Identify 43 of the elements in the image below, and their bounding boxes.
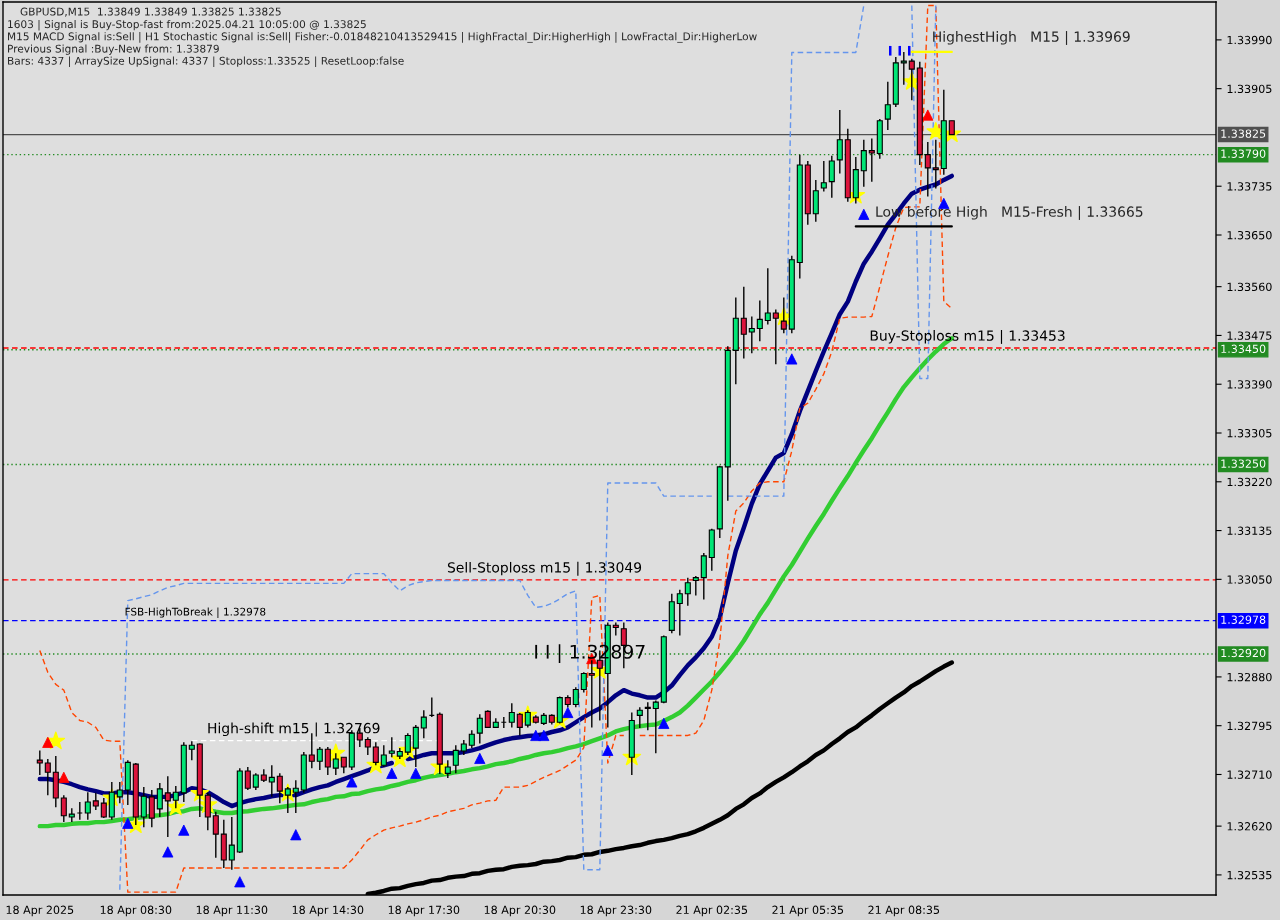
x-tick-label: 18 Apr 08:30	[100, 905, 172, 917]
ref-line-label: 1.33790	[1221, 149, 1266, 158]
y-tick-label: 1.33650	[1227, 230, 1272, 240]
annotation: High-shift m15 | 1.32769	[208, 722, 380, 737]
x-tick-label: 18 Apr 14:30	[292, 905, 364, 917]
x-tick-label: 18 Apr 2025	[6, 905, 74, 917]
y-tick-label: 1.32710	[1227, 770, 1272, 779]
y-tick-label: 1.32620	[1227, 822, 1272, 831]
annotation: Buy-Stoploss m15 | 1.33453	[870, 330, 1065, 344]
x-tick-label: 18 Apr 17:30	[388, 905, 460, 917]
y-tick-label: 1.33050	[1227, 575, 1272, 584]
x-tick-label: 18 Apr 23:30	[580, 905, 652, 917]
annotation: Sell-Stoploss m15 | 1.33049	[447, 561, 642, 576]
ref-line-label: 1.33450	[1221, 344, 1266, 354]
annotation: Previous Signal :Buy-New from: 1.33879	[8, 44, 219, 55]
y-tick-label: 1.33905	[1227, 84, 1272, 94]
annotation: 1603 | Signal is Buy-Stop-fast from:2025.04.21 10:05:00 @ 1.33825	[8, 19, 366, 31]
annotation: Bars: 4337 | ArraySize UpSignal: 4337 | Stoploss:1.33525 | ResetLoop:false	[8, 56, 404, 68]
annotation: I I I	[889, 45, 911, 56]
x-tick-label: 21 Apr 02:35	[676, 905, 748, 917]
annotation: HighestHigh M15 | 1.33969	[933, 31, 1130, 45]
y-tick-label: 1.32880	[1227, 672, 1272, 682]
x-tick-label: 18 Apr 20:30	[484, 905, 556, 917]
y-tick-label: 1.32795	[1227, 721, 1272, 731]
x-tick-label: 21 Apr 05:35	[772, 905, 844, 917]
y-tick-label: 1.33990	[1227, 35, 1272, 45]
ref-line-label: 1.32920	[1221, 648, 1266, 658]
y-tick-label: 1.33735	[1227, 182, 1272, 191]
y-tick-label: 1.32535	[1227, 870, 1272, 880]
ref-line-label: 1.32978	[1221, 615, 1266, 624]
y-tick-label: 1.33560	[1227, 282, 1272, 292]
ref-line-label: 1.33250	[1221, 459, 1266, 468]
y-tick-label: 1.33390	[1227, 380, 1272, 389]
annotation: FSB-HighToBreak | 1.32978	[125, 607, 266, 618]
y-tick-label: 1.33305	[1227, 428, 1272, 438]
y-tick-label: 1.33135	[1227, 526, 1272, 535]
chart-title: GBPUSD,M15 1.33849 1.33849 1.33825 1.33825	[20, 7, 281, 17]
ref-line-label: 1.33825	[1221, 129, 1266, 138]
x-tick-label: 18 Apr 11:30	[196, 905, 268, 917]
annotation: M15 MACD Signal is:Sell | H1 Stochastic Signal is:Sell| Fisher:-0.01848210413529415 | HighFractal_Dir:HigherHigh | LowFractal_Dir:HigherLow	[8, 32, 757, 43]
y-tick-label: 1.33220	[1227, 477, 1272, 487]
x-tick-label: 21 Apr 08:35	[868, 905, 940, 917]
y-tick-label: 1.33475	[1227, 331, 1272, 340]
